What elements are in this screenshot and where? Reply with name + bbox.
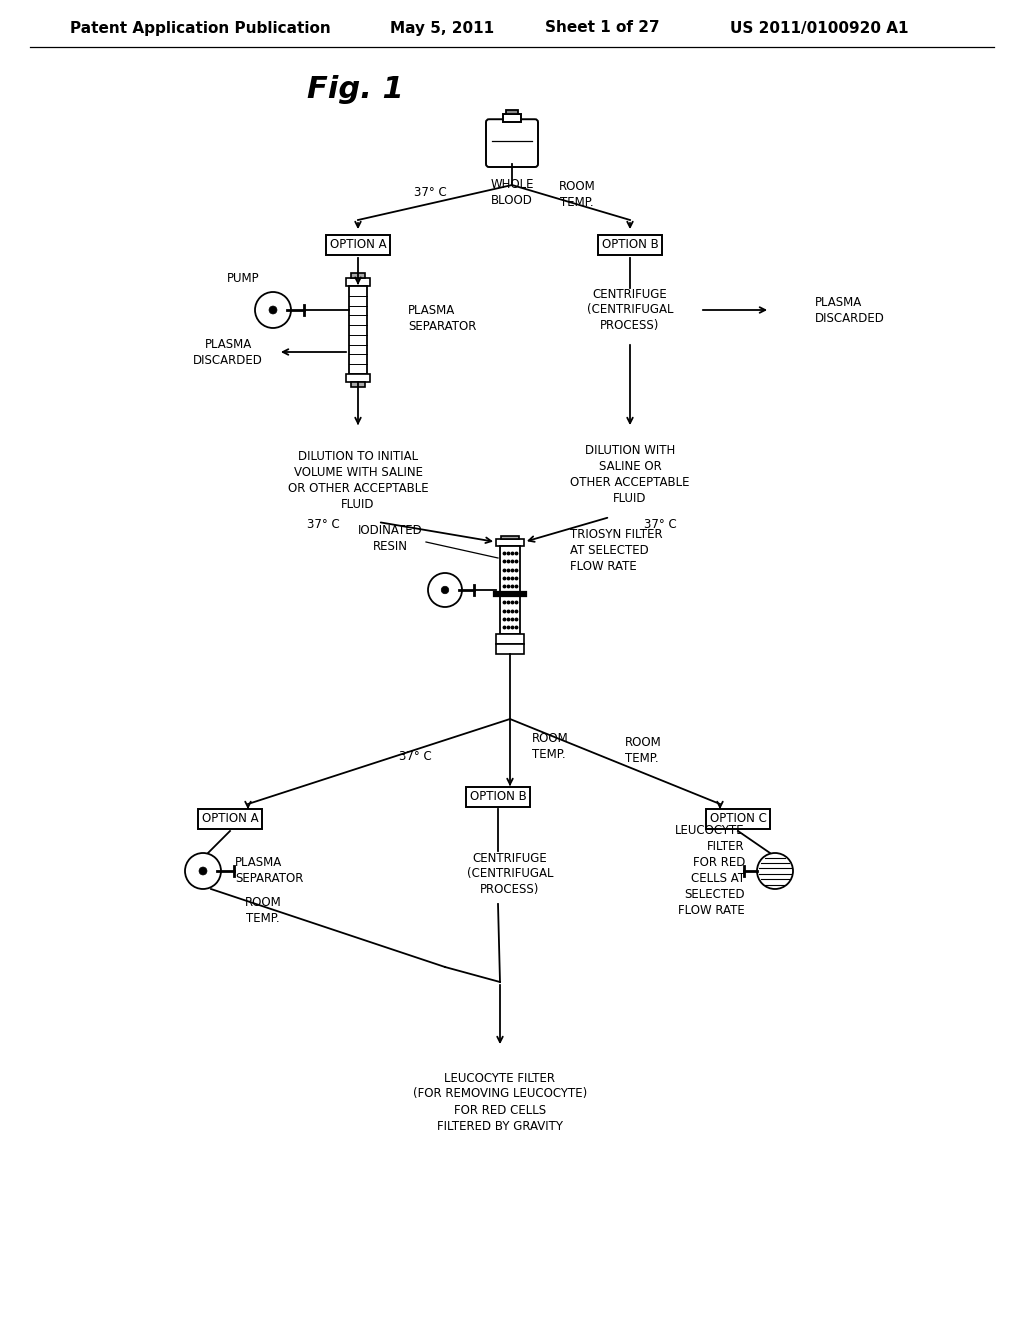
Bar [351, 381, 366, 387]
Text: US 2011/0100920 A1: US 2011/0100920 A1 [730, 21, 908, 36]
Bar [501, 536, 519, 539]
Bar [346, 279, 370, 286]
Bar [496, 539, 524, 546]
Circle shape [255, 292, 291, 327]
Text: Patent Application Publication: Patent Application Publication [70, 21, 331, 36]
Text: CENTRIFUGE
(CENTRIFUGAL
PROCESS): CENTRIFUGE (CENTRIFUGAL PROCESS) [467, 851, 553, 896]
Text: DILUTION WITH
SALINE OR
OTHER ACCEPTABLE
FLUID: DILUTION WITH SALINE OR OTHER ACCEPTABLE… [570, 445, 690, 506]
Text: ROOM
TEMP.: ROOM TEMP. [559, 180, 595, 209]
Text: OPTION A: OPTION A [202, 813, 258, 825]
Text: OPTION A: OPTION A [330, 239, 386, 252]
Text: OPTION B: OPTION B [470, 791, 526, 804]
Bar [349, 286, 367, 374]
Text: 37° C: 37° C [644, 519, 677, 532]
Circle shape [269, 306, 276, 314]
Bar [503, 114, 521, 123]
Text: 37° C: 37° C [306, 519, 339, 532]
Text: TRIOSYN FILTER
AT SELECTED
FLOW RATE: TRIOSYN FILTER AT SELECTED FLOW RATE [570, 528, 663, 573]
Text: PLASMA
DISCARDED: PLASMA DISCARDED [815, 296, 885, 325]
Text: 37° C: 37° C [414, 186, 446, 198]
Bar [500, 546, 520, 634]
Text: OPTION C: OPTION C [710, 813, 766, 825]
Bar [351, 273, 366, 279]
Text: IODINATED
RESIN: IODINATED RESIN [357, 524, 422, 553]
Text: 37° C: 37° C [398, 751, 431, 763]
Circle shape [428, 573, 462, 607]
Text: CENTRIFUGE
(CENTRIFUGAL
PROCESS): CENTRIFUGE (CENTRIFUGAL PROCESS) [587, 288, 673, 333]
Text: PUMP: PUMP [226, 272, 259, 285]
Text: LEUCOCYTE FILTER
(FOR REMOVING LEUCOCYTE)
FOR RED CELLS
FILTERED BY GRAVITY: LEUCOCYTE FILTER (FOR REMOVING LEUCOCYTE… [413, 1072, 587, 1133]
Text: PLASMA
SEPARATOR: PLASMA SEPARATOR [234, 857, 303, 886]
Text: OPTION B: OPTION B [602, 239, 658, 252]
FancyBboxPatch shape [486, 119, 538, 168]
Text: May 5, 2011: May 5, 2011 [390, 21, 495, 36]
Bar [496, 634, 524, 644]
Text: Fig. 1: Fig. 1 [306, 75, 403, 104]
Text: ROOM
TEMP.: ROOM TEMP. [245, 896, 282, 925]
Text: WHOLE
BLOOD: WHOLE BLOOD [490, 178, 534, 207]
Text: ROOM
TEMP.: ROOM TEMP. [532, 733, 568, 762]
Bar [346, 374, 370, 381]
Circle shape [757, 853, 793, 888]
Bar [506, 110, 518, 114]
Circle shape [199, 867, 207, 875]
Text: DILUTION TO INITIAL
VOLUME WITH SALINE
OR OTHER ACCEPTABLE
FLUID: DILUTION TO INITIAL VOLUME WITH SALINE O… [288, 450, 428, 511]
Text: PLASMA
SEPARATOR: PLASMA SEPARATOR [408, 304, 476, 333]
Circle shape [185, 853, 221, 888]
Circle shape [441, 586, 449, 594]
Text: ROOM
TEMP.: ROOM TEMP. [625, 737, 662, 766]
Text: LEUCOCYTE
FILTER
FOR RED
CELLS AT
SELECTED
FLOW RATE: LEUCOCYTE FILTER FOR RED CELLS AT SELECT… [676, 825, 745, 917]
Text: PLASMA
DISCARDED: PLASMA DISCARDED [194, 338, 263, 367]
Text: Sheet 1 of 27: Sheet 1 of 27 [545, 21, 659, 36]
Bar [496, 644, 524, 653]
